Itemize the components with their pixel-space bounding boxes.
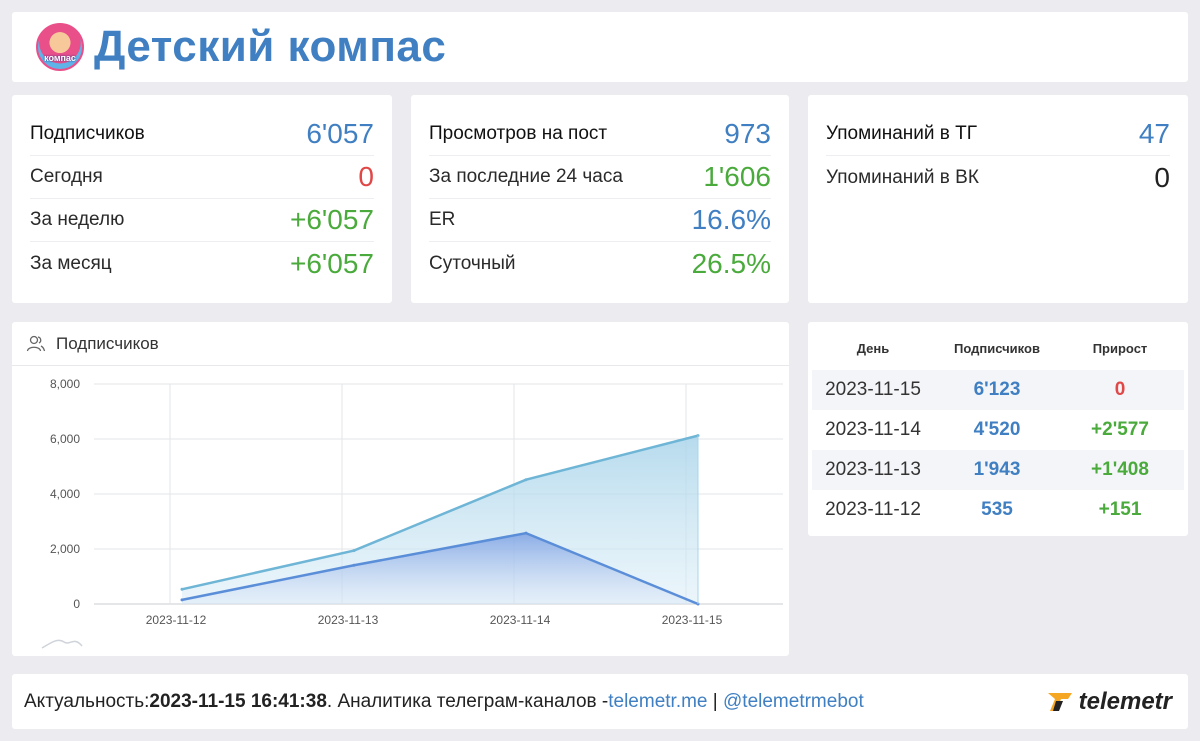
table-header: День Подписчиков Прирост xyxy=(812,326,1184,370)
row-growth: 0 xyxy=(1114,379,1126,400)
series-line-0 xyxy=(181,434,699,591)
y-tick-label: 8,000 xyxy=(50,377,80,391)
subscribers-today-row: Сегодня 0 xyxy=(30,156,374,199)
views-value: 973 xyxy=(724,118,771,149)
views-24h-value: 1'606 xyxy=(703,161,771,192)
y-tick-label: 2,000 xyxy=(50,542,80,556)
footer-separator: | xyxy=(707,690,723,712)
row-growth: +2'577 xyxy=(1091,419,1149,440)
y-tick-label: 0 xyxy=(73,597,80,611)
subscribers-chart: 0 2,000 4,000 6,000 8,000 2023-11-12 2023-11-1… xyxy=(41,377,783,649)
table-row: 2023-11-14 4'520 +2'577 xyxy=(812,410,1184,450)
table-row: 2023-11-13 1'943 +1'408 xyxy=(812,450,1184,490)
er-value: 16.6% xyxy=(691,204,771,235)
row-growth: +151 xyxy=(1098,499,1142,520)
series-point-1 xyxy=(352,563,356,567)
month-label: За месяц xyxy=(30,252,112,274)
row-subscribers: 1'943 xyxy=(973,459,1021,480)
telemetr-logo-icon xyxy=(1047,693,1072,711)
subscribers-week-row: За неделю +6'057 xyxy=(30,199,374,242)
mentions-tg-value: 47 xyxy=(1138,118,1170,149)
er-row: ER 16.6% xyxy=(429,199,771,242)
month-value: +6'057 xyxy=(290,247,374,279)
mentions-tg-row: Упоминаний в ТГ 47 xyxy=(826,113,1170,156)
row-growth: +1'408 xyxy=(1091,459,1149,480)
views-label: Просмотров на пост xyxy=(429,123,608,144)
row-day: 2023-11-12 xyxy=(825,499,921,520)
footer-description: . Аналитика телеграм-каналов - xyxy=(326,690,609,712)
y-tick-label: 6,000 xyxy=(50,432,80,446)
week-label: За неделю xyxy=(30,209,125,230)
row-subscribers: 4'520 xyxy=(973,419,1021,440)
x-tick-label: 2023-11-14 xyxy=(490,613,551,627)
row-day: 2023-11-15 xyxy=(825,379,921,400)
subscribers-card: Подписчиков 6'057 Сегодня 0 За неделю +6… xyxy=(12,95,392,303)
subscribers-chart-card: Подписчиков 0 2,000 4,000 6,000 8,000 2023-11… xyxy=(12,322,789,656)
mentions-card: Упоминаний в ТГ 47 Упоминаний в ВК 0 xyxy=(808,95,1188,303)
daily-stats-table: День Подписчиков Прирост 2023-11-15 6'12… xyxy=(808,322,1188,536)
today-value: 0 xyxy=(358,161,374,192)
views-main-row: Просмотров на пост 973 xyxy=(429,113,771,156)
series-point-0 xyxy=(180,587,184,591)
mentions-vk-label: Упоминаний в ВК xyxy=(826,166,979,188)
table-row: 2023-11-15 6'123 0 xyxy=(812,370,1184,410)
table-row: 2023-11-12 535 +151 xyxy=(812,490,1184,530)
row-day: 2023-11-14 xyxy=(825,419,921,440)
row-subscribers: 6'123 xyxy=(973,379,1021,400)
series-point-0 xyxy=(524,478,528,482)
header-subscribers: Подписчиков xyxy=(954,340,1040,356)
mentions-tg-label: Упоминаний в ТГ xyxy=(826,123,978,144)
chart-navigator-icon xyxy=(41,639,83,649)
telemetr-logo[interactable]: telemetr xyxy=(1047,688,1172,716)
row-day: 2023-11-13 xyxy=(825,459,921,480)
series-point-0 xyxy=(352,549,356,553)
avatar-text: компас xyxy=(44,53,76,63)
y-tick-label: 4,000 xyxy=(50,487,80,501)
row-subscribers: 535 xyxy=(981,499,1013,520)
chart-header: Подписчиков xyxy=(12,322,789,366)
week-value: +6'057 xyxy=(290,204,374,235)
series-point-1 xyxy=(524,531,528,535)
x-tick-label: 2023-11-13 xyxy=(318,613,379,627)
views-24h-row: За последние 24 часа 1'606 xyxy=(429,156,771,199)
subscribers-value: 6'057 xyxy=(306,118,374,149)
subscribers-label: Подписчиков xyxy=(30,123,145,144)
telemetr-site-link[interactable]: telemetr.me xyxy=(608,690,708,712)
views-card: Просмотров на пост 973 За последние 24 ч… xyxy=(411,95,789,303)
header-day: День xyxy=(856,340,890,356)
x-tick-label: 2023-11-15 xyxy=(662,613,723,627)
header-growth: Прирост xyxy=(1092,340,1148,356)
footer-timestamp: 2023-11-15 16:41:38 xyxy=(149,690,327,712)
users-icon xyxy=(26,335,46,351)
er-label: ER xyxy=(429,209,456,230)
mentions-vk-value: 0 xyxy=(1154,161,1170,193)
today-label: Сегодня xyxy=(30,166,103,187)
series-point-1 xyxy=(180,598,184,602)
daily-er-label: Суточный xyxy=(429,252,516,274)
footer: Актуальность: 2023-11-15 16:41:38 . Анал… xyxy=(12,674,1188,729)
subscribers-month-row: За месяц +6'057 xyxy=(30,242,374,285)
avatar-icon: компас xyxy=(36,23,84,71)
x-tick-label: 2023-11-12 xyxy=(146,613,207,627)
mentions-vk-row: Упоминаний в ВК 0 xyxy=(826,156,1170,199)
chart-title: Подписчиков xyxy=(56,333,159,353)
daily-er-row: Суточный 26.5% xyxy=(429,242,771,285)
subscribers-main-row: Подписчиков 6'057 xyxy=(30,113,374,156)
telemetr-bot-link[interactable]: @telemetrmebot xyxy=(723,690,864,712)
daily-er-value: 26.5% xyxy=(691,247,771,279)
telemetr-logo-text: telemetr xyxy=(1078,688,1172,715)
page-title: Детский компас xyxy=(94,22,447,71)
footer-prefix: Актуальность: xyxy=(24,690,150,712)
channel-header: компас Детский компас xyxy=(12,12,1188,82)
series-line-1 xyxy=(181,531,699,606)
series-point-0 xyxy=(696,434,700,438)
views-24h-label: За последние 24 часа xyxy=(429,166,623,187)
